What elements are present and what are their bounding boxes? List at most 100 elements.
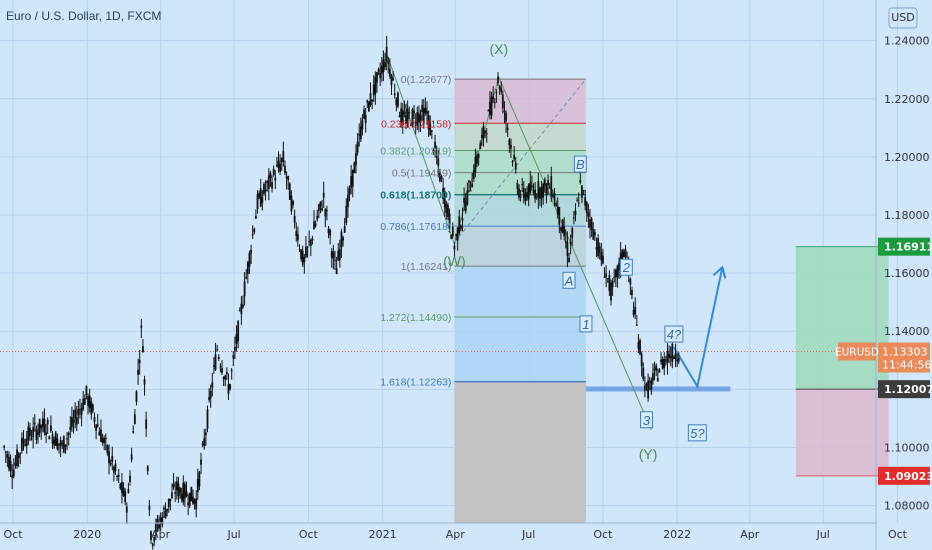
wave-label-box (687, 424, 707, 442)
candle-body (613, 276, 616, 278)
candle-body (29, 427, 31, 437)
candle-body (314, 223, 317, 226)
candle-body (439, 171, 441, 182)
candle-body (75, 417, 78, 425)
candle-body (32, 427, 35, 438)
symbol-tag-label: EURUSD (835, 346, 879, 358)
x-tick-label: Oct (888, 528, 908, 541)
candle-body (295, 231, 298, 236)
candle-body (380, 65, 383, 74)
candle-body (264, 189, 267, 192)
candle-body (163, 507, 165, 510)
y-tick-label: 1.08000 (884, 500, 930, 513)
candle-body (511, 161, 514, 163)
candle-body (69, 426, 72, 431)
candle-body (443, 191, 446, 208)
candle-body (156, 518, 159, 524)
candle-body (122, 487, 125, 496)
candle-body (605, 273, 608, 277)
candle-body (608, 275, 611, 291)
candle-body (574, 210, 577, 216)
candle-body (200, 459, 202, 465)
y-tick-label: 1.22000 (884, 93, 930, 106)
candle-body (408, 112, 411, 114)
candle-body (67, 432, 70, 436)
candle-body (45, 432, 47, 435)
candle-body (298, 248, 301, 250)
candle-body (387, 61, 390, 64)
candle-body (501, 94, 504, 109)
candle-body (668, 353, 670, 359)
candle-body (224, 375, 227, 380)
stop-zone[interactable] (795, 389, 889, 476)
candle-body (593, 232, 596, 236)
candle-body (361, 120, 364, 130)
candle-body (201, 443, 204, 446)
wave-label-box (664, 325, 684, 343)
x-tick-label: Apr (740, 528, 760, 541)
candle-body (603, 276, 606, 278)
candle-body (566, 242, 569, 256)
candle-body (577, 202, 580, 204)
candle-body (540, 187, 543, 199)
candle-body (303, 257, 306, 263)
candle-body (240, 303, 243, 315)
candle-body (329, 230, 332, 236)
candle-body (93, 417, 96, 422)
candle-body (587, 212, 590, 217)
candle-body (143, 379, 146, 385)
chart-title: Euro / U.S. Dollar, 1D, FXCM (6, 9, 161, 23)
candle-body (539, 188, 541, 199)
fib-level-label: 1(1.16241) (401, 261, 452, 273)
candle-body (447, 204, 449, 217)
candle-body (222, 377, 225, 380)
candle-body (550, 176, 553, 196)
entry-price-tag-box (878, 380, 930, 399)
candle-body (242, 304, 244, 308)
candle-body (660, 359, 662, 362)
candle-body (519, 196, 522, 198)
candle-body (584, 197, 587, 206)
candle-body (563, 226, 566, 237)
fib-level-label: 0.382(1.20219) (380, 146, 451, 158)
currency-box[interactable] (888, 7, 918, 29)
wave-label: A (564, 273, 574, 288)
candle-body (274, 177, 277, 181)
x-tick-label: 2020 (73, 528, 101, 541)
candle-body (648, 381, 651, 383)
candle-body (377, 69, 380, 73)
candle-body (72, 418, 75, 424)
candle-body (498, 86, 501, 90)
candle-body (421, 104, 424, 113)
grid (0, 0, 898, 523)
x-tick-label: Jul (816, 528, 830, 541)
candle-body (203, 438, 206, 446)
y-tick-label: 1.10000 (884, 441, 930, 454)
candle-body (434, 141, 436, 149)
candle-body (426, 110, 428, 115)
candle-body (618, 262, 620, 270)
candle-body (117, 475, 120, 477)
candle-body (477, 153, 480, 158)
labels-layer: 0(1.22677) 0.236(1.21158) 0.382(1.20219) 0.… (380, 41, 707, 462)
candle-body (232, 355, 235, 359)
candle-body (85, 385, 88, 395)
candle-body (560, 227, 562, 231)
candle-body (138, 359, 141, 364)
candle-body (263, 183, 265, 194)
target-zone[interactable] (795, 246, 889, 390)
candle-body (229, 384, 231, 390)
candle-body (632, 309, 635, 316)
candle-body (125, 506, 128, 513)
support-zone[interactable] (585, 386, 731, 392)
candle-body (58, 443, 60, 445)
candle-body (324, 209, 327, 217)
candle-body (401, 110, 404, 126)
candle-body (104, 438, 107, 440)
candle-body (397, 92, 399, 107)
candle-body (673, 356, 675, 359)
candle-body (558, 207, 561, 225)
candle-body (145, 419, 148, 429)
